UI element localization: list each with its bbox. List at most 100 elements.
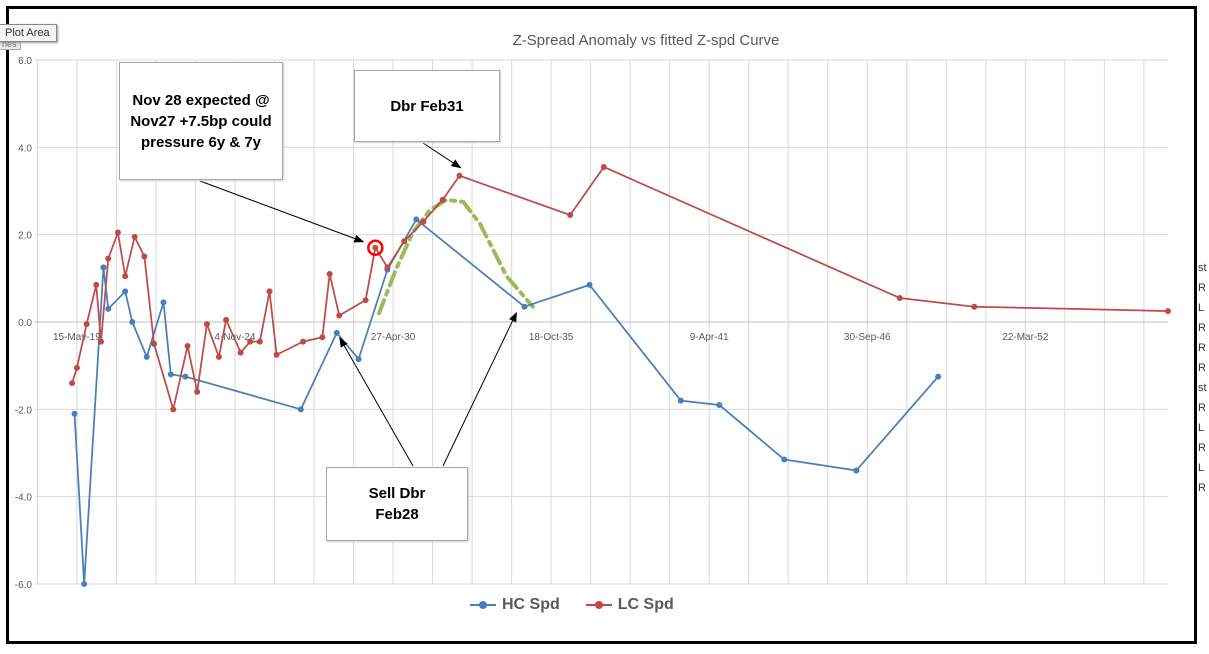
fitted-curve [377, 197, 535, 316]
y-tick-label: -2.0 [15, 405, 33, 416]
fitted-curve-line [377, 197, 535, 316]
data-point [935, 373, 942, 380]
data-point [567, 212, 574, 219]
data-point [203, 321, 210, 328]
data-point [401, 238, 408, 245]
annotation-arrows [199, 142, 517, 467]
data-point [781, 456, 788, 463]
series-lc-spd [69, 163, 1171, 413]
series-layer [69, 163, 1171, 587]
annotation-sell-dbr-feb28-text: Sell Dbr Feb28 [368, 485, 426, 523]
series-line [73, 218, 939, 585]
data-point [333, 329, 340, 336]
data-point [143, 353, 150, 360]
data-point [971, 303, 978, 310]
arrow-nov28 [199, 180, 365, 243]
data-point [194, 388, 201, 395]
y-axis-tick-labels: 6.0 4.0 2.0 0.0 -2.0 -4.0 -6.0 [15, 56, 33, 591]
data-point [69, 380, 76, 387]
data-point [586, 281, 593, 288]
data-point [129, 319, 136, 325]
data-point [237, 349, 244, 356]
data-point [420, 218, 427, 225]
data-point [247, 338, 254, 345]
annotation-dbr-feb31-text: Dbr Feb31 [390, 97, 464, 115]
x-axis-tick-labels: 15-May-19 4-Nov-24 27-Apr-30 18-Oct-35 9-Apr… [53, 332, 1049, 343]
x-tick-label: 9-Apr-41 [690, 332, 729, 343]
data-point [167, 371, 174, 378]
data-point [131, 233, 138, 240]
annotation-nov28[interactable]: Nov 28 expected @ Nov27 +7.5bp could pre… [119, 62, 283, 180]
series-line [71, 166, 1169, 411]
data-point [372, 244, 379, 251]
x-tick-label: 18-Oct-35 [529, 332, 574, 343]
data-point [413, 216, 420, 223]
x-tick-label: 27-Apr-30 [371, 332, 416, 343]
data-point [300, 338, 307, 345]
plot-area-tooltip: Plot Area [0, 24, 57, 42]
y-tick-label: 4.0 [18, 143, 32, 154]
data-point [141, 253, 148, 260]
data-point [362, 297, 369, 304]
x-tick-label: 22-Mar-52 [1002, 332, 1049, 343]
data-point [114, 229, 121, 236]
legend-item-lc-spd[interactable]: LC Spd [585, 596, 674, 614]
data-point [266, 288, 273, 295]
data-point [71, 410, 78, 417]
data-point [297, 406, 304, 413]
x-tick-label: 15-May-19 [53, 332, 101, 343]
legend-item-hc-spd[interactable]: HC Spd [470, 596, 560, 614]
data-point [105, 305, 112, 312]
data-point [326, 270, 333, 277]
data-point [319, 334, 326, 341]
data-point [439, 196, 446, 203]
data-point [151, 340, 158, 347]
y-tick-label: -6.0 [15, 580, 33, 591]
data-point [355, 356, 362, 363]
chart-title: Z-Spread Anomaly vs fitted Z-spd Curve [513, 32, 780, 49]
y-tick-label: -4.0 [15, 493, 33, 504]
legend-label-hc: HC Spd [502, 596, 560, 613]
highlight-circle [367, 239, 384, 257]
data-point [122, 288, 129, 295]
arrow-sell-left [339, 337, 414, 467]
arrow-sell-right [442, 311, 517, 467]
data-point [716, 401, 723, 408]
data-point [122, 273, 129, 280]
data-point [336, 312, 343, 319]
data-point [184, 343, 191, 350]
data-point [170, 406, 177, 413]
annotation-nov28-text: Nov 28 expected @ Nov27 +7.5bp could pre… [130, 91, 272, 151]
data-point [1165, 308, 1171, 315]
series-hc-spd [71, 216, 942, 587]
data-point [600, 163, 607, 170]
y-tick-label: 2.0 [18, 231, 32, 242]
data-point [384, 264, 391, 271]
data-point [81, 581, 88, 587]
data-point [93, 281, 100, 288]
data-point [97, 338, 104, 345]
chart-legend[interactable]: HC Spd LC Spd [470, 596, 674, 614]
data-point [256, 338, 263, 345]
annotation-sell-dbr-feb28[interactable]: Sell Dbr Feb28 [326, 467, 468, 541]
data-point [896, 294, 903, 301]
y-tick-label: 0.0 [18, 318, 32, 329]
data-point [100, 264, 107, 271]
arrow-dbr-feb31 [422, 142, 462, 169]
data-point [677, 397, 684, 404]
data-point [215, 353, 222, 360]
data-point [83, 321, 90, 328]
data-point [521, 303, 528, 310]
data-point [273, 351, 280, 358]
x-tick-label: 4-Nov-24 [214, 332, 256, 343]
data-point [73, 364, 80, 371]
x-tick-label: 30-Sep-46 [844, 332, 891, 343]
data-point [182, 373, 189, 380]
data-point [105, 255, 112, 262]
legend-label-lc: LC Spd [617, 596, 674, 613]
annotation-dbr-feb31[interactable]: Dbr Feb31 [354, 70, 500, 142]
y-tick-label: 6.0 [18, 56, 32, 67]
legend-swatch-lc [585, 599, 612, 611]
